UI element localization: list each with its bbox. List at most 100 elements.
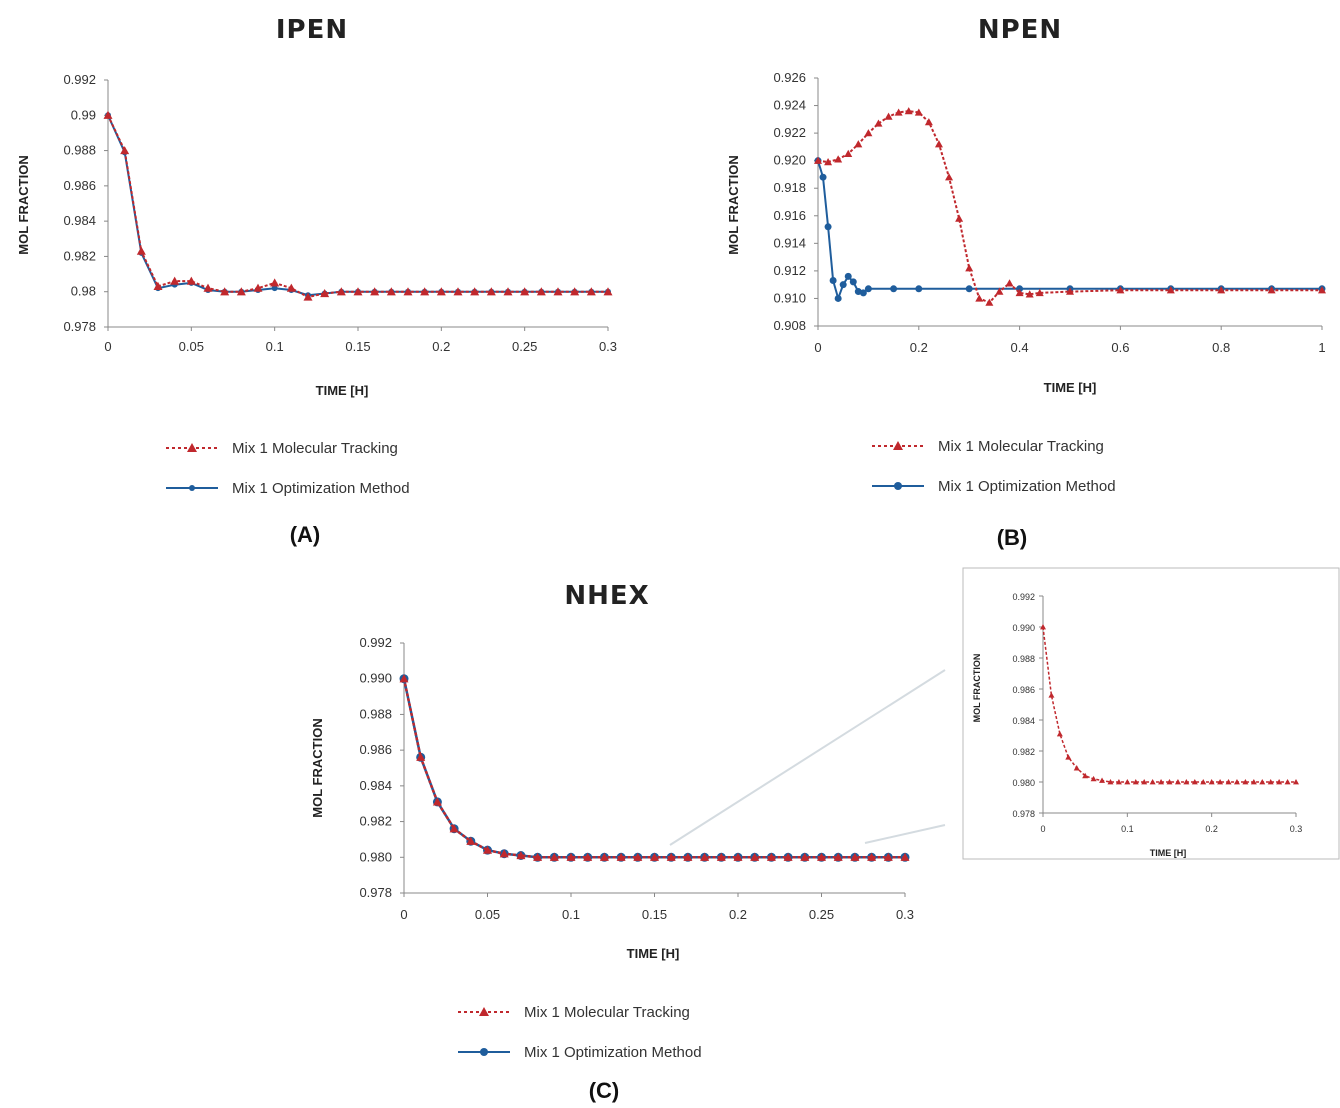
data-point-triangle	[499, 849, 509, 858]
data-point-triangle	[1208, 779, 1215, 785]
data-point-triangle	[1048, 692, 1055, 698]
data-point-triangle	[286, 283, 296, 292]
data-point-triangle	[850, 852, 860, 861]
data-point-triangle	[1217, 286, 1226, 294]
data-point-triangle	[236, 287, 246, 296]
y-tick-label: 0.984	[359, 778, 392, 793]
y-tick-label: 0.978	[1012, 809, 1035, 819]
data-point-triangle	[924, 118, 933, 126]
x-tick-label: 1	[1318, 340, 1325, 355]
legend-circle-marker	[894, 482, 902, 490]
data-point-triangle	[536, 287, 546, 296]
data-point-triangle	[814, 156, 822, 164]
data-point-triangle	[466, 836, 476, 845]
data-point-triangle	[270, 278, 280, 287]
data-point-triangle	[1107, 779, 1114, 785]
y-tick-label: 0.984	[63, 213, 96, 228]
data-point-triangle	[599, 852, 609, 861]
data-point-triangle	[1115, 779, 1122, 785]
data-point-triangle	[1132, 779, 1139, 785]
data-point-circle	[834, 294, 842, 302]
data-point-triangle	[1025, 290, 1034, 298]
data-point-triangle	[633, 852, 643, 861]
data-point-triangle	[854, 140, 863, 148]
legend-a: Mix 1 Molecular Tracking Mix 1 Optimizat…	[166, 440, 410, 497]
legend-label-tracking: Mix 1 Molecular Tracking	[232, 440, 398, 457]
x-axis-label: TIME [H]	[1044, 380, 1097, 395]
data-point-triangle	[186, 276, 196, 285]
data-point-triangle	[874, 119, 883, 127]
data-point-circle	[915, 285, 923, 293]
y-tick-label: 0.980	[359, 849, 392, 864]
data-point-triangle	[416, 752, 426, 761]
data-point-triangle	[516, 851, 526, 860]
data-point-triangle	[824, 158, 833, 166]
data-point-triangle	[470, 287, 480, 296]
y-tick-label: 0.986	[63, 178, 96, 193]
y-tick-label: 0.982	[63, 248, 96, 263]
data-point-triangle	[965, 264, 974, 272]
legend-label-optimization: Mix 1 Optimization Method	[938, 478, 1116, 495]
y-tick-label: 0.988	[359, 706, 392, 721]
y-tick-label: 0.990	[1012, 623, 1035, 633]
data-point-triangle	[1250, 779, 1257, 785]
data-point-triangle	[955, 214, 964, 222]
x-tick-label: 0.2	[1205, 824, 1218, 834]
y-axis-label: MOL FRACTION	[972, 654, 982, 723]
x-tick-label: 0.15	[642, 907, 667, 922]
y-axis-label: MOL FRACTION	[310, 718, 325, 817]
plot-area-b: 0.908 0.910 0.912 0.914 0.916 0.918 0.920 0.922…	[773, 70, 1326, 355]
x-tick-label: 0.15	[345, 339, 370, 354]
data-point-triangle	[1200, 779, 1207, 785]
zoom-guide-line	[669, 669, 946, 846]
data-point-triangle	[1293, 779, 1299, 785]
y-tick-label: 0.912	[773, 263, 806, 278]
legend-c: Mix 1 Molecular Tracking Mix 1 Optimizat…	[458, 1004, 702, 1061]
x-tick-label: 0.25	[512, 339, 537, 354]
data-point-triangle	[1065, 754, 1072, 760]
data-point-triangle	[783, 852, 793, 861]
data-point-triangle	[1233, 779, 1240, 785]
data-point-triangle	[533, 852, 543, 861]
legend-triangle-marker	[187, 443, 197, 452]
x-axis-label: TIME [H]	[316, 383, 369, 398]
y-tick-label: 0.988	[63, 143, 96, 158]
data-point-triangle	[650, 852, 659, 861]
x-tick-label: 0.4	[1011, 340, 1029, 355]
data-point-triangle	[884, 112, 893, 120]
y-tick-label: 0.926	[773, 70, 806, 85]
data-point-triangle	[800, 852, 810, 861]
y-tick-label: 0.910	[773, 290, 806, 305]
data-point-triangle	[616, 852, 626, 861]
series-line-tracking	[817, 110, 1322, 304]
data-point-triangle	[303, 292, 313, 301]
data-point-triangle	[1005, 279, 1014, 287]
data-point-triangle	[420, 287, 430, 296]
data-point-triangle	[1090, 775, 1097, 782]
data-point-triangle	[1166, 779, 1173, 785]
legend-b: Mix 1 Molecular Tracking Mix 1 Optimizat…	[872, 438, 1116, 495]
data-point-triangle	[570, 287, 580, 296]
y-axis-label: MOL FRACTION	[726, 155, 741, 254]
data-point-triangle	[1056, 730, 1063, 737]
data-point-triangle	[1040, 624, 1046, 630]
data-point-triangle	[1073, 765, 1080, 771]
x-tick-label: 0.2	[729, 907, 747, 922]
inset-chart: MOL FRACTION TIME [H] 0.9780.9800.9820.9…	[962, 567, 1340, 860]
data-point-triangle	[1066, 287, 1074, 295]
y-tick-label: 0.924	[773, 98, 806, 113]
data-point-triangle	[553, 287, 563, 296]
data-point-triangle	[1225, 779, 1232, 785]
data-point-triangle	[386, 287, 396, 296]
data-point-triangle	[549, 852, 559, 861]
data-point-triangle	[817, 852, 826, 861]
data-point-triangle	[864, 129, 873, 137]
chart-panel-a: IPEN MOL FRACTION TIME [H] 0.978 0.98 0.98…	[16, 15, 617, 547]
data-point-triangle	[336, 287, 346, 296]
data-point-triangle	[1267, 286, 1276, 294]
data-point-triangle	[603, 287, 613, 296]
data-point-triangle	[766, 852, 776, 861]
y-tick-label: 0.922	[773, 125, 806, 140]
plot-area-c: 0.978 0.980 0.982 0.984 0.986 0.988 0.990 0.992…	[359, 635, 914, 922]
panel-label-a: (A)	[290, 522, 321, 547]
